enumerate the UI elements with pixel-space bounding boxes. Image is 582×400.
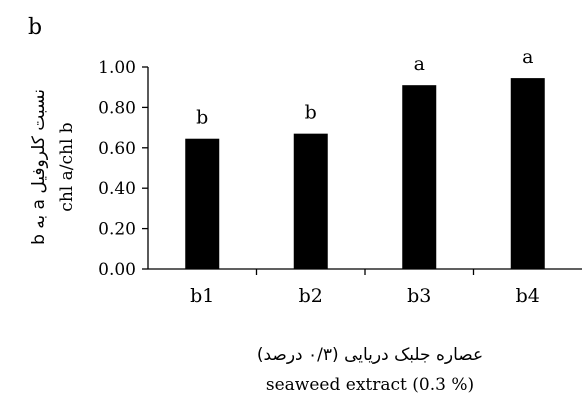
y-tick-label: 0.60	[98, 139, 136, 159]
y-axis: 0.00 0.20 0.40 0.60 0.80 1.00	[98, 58, 149, 280]
x-axis-title-persian: عصاره جلبک دریایی (۰/۳ درصد)	[257, 345, 483, 365]
bar	[185, 138, 220, 269]
y-tick-label: 1.00	[98, 58, 136, 78]
bar-significance-label: a	[414, 53, 425, 75]
x-axis: b1 b2 b3 b4	[148, 268, 582, 307]
bars-group: b b a a	[185, 46, 545, 270]
bar	[402, 85, 437, 270]
panel-label: b	[28, 15, 42, 40]
x-tick-label: b2	[299, 285, 323, 307]
x-tick-label: b1	[190, 285, 214, 307]
y-tick-label: 0.20	[98, 220, 136, 240]
x-axis-title-english: seaweed extract (0.3 %)	[266, 375, 474, 395]
bar-significance-label: b	[196, 107, 208, 129]
x-tick-label: b3	[407, 285, 431, 307]
bar	[293, 133, 328, 269]
y-tick-label: 0.00	[98, 260, 136, 280]
y-tick-label: 0.80	[98, 98, 136, 118]
bar-significance-label: a	[522, 46, 533, 68]
x-tick-label: b4	[516, 285, 540, 307]
y-tick-label: 0.40	[98, 179, 136, 199]
y-axis-title-english: chl a/chl b	[57, 122, 77, 211]
y-axis-title-persian: نسبت کلروفیل a به b	[29, 89, 49, 245]
bar-significance-label: b	[305, 102, 317, 124]
y-axis-titles: نسبت کلروفیل a به b chl a/chl b	[29, 89, 77, 245]
bar	[510, 78, 545, 269]
